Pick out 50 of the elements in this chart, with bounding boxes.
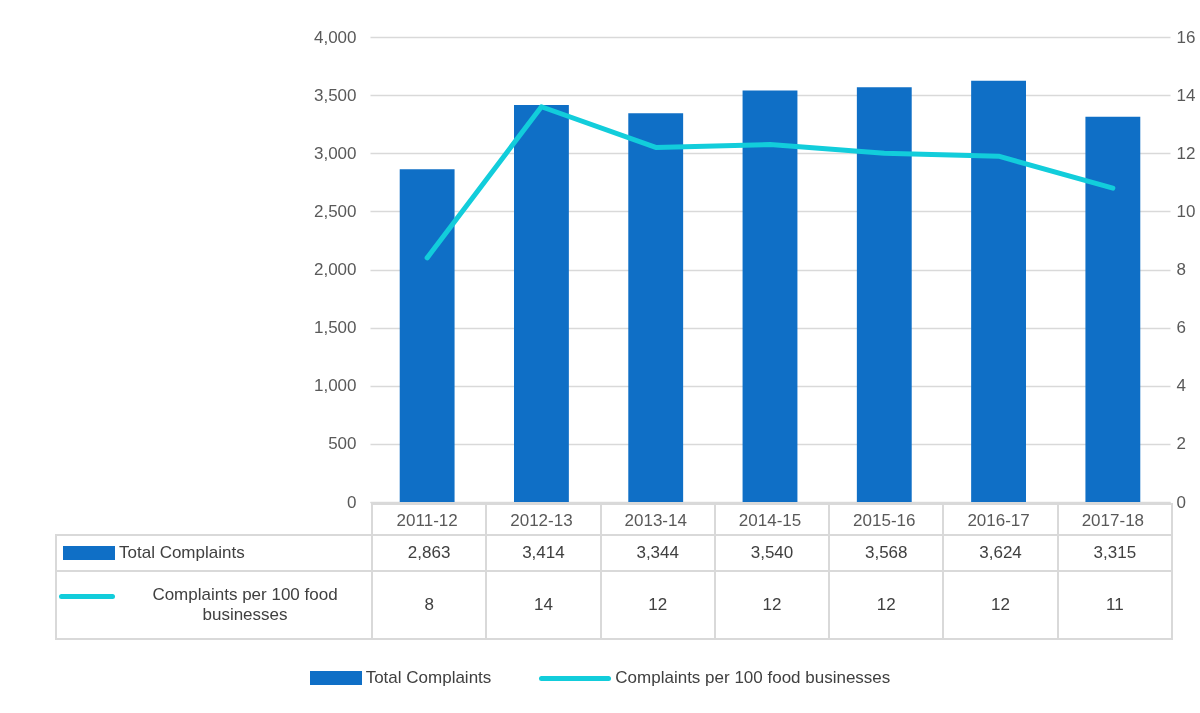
x-tick-label: 2013-14: [624, 510, 687, 530]
y2-tick-label: 0: [1176, 492, 1186, 512]
data-label: 8: [372, 571, 487, 639]
x-tick-label: 2014-15: [738, 510, 802, 530]
y-tick-label: 2,500: [313, 201, 357, 221]
bar: [742, 90, 798, 502]
data-label: 12: [714, 571, 830, 639]
y-tick-label: 1,000: [313, 376, 357, 396]
y-tick-label: 1,500: [313, 318, 357, 338]
text: Complaints per 100 food businesses: [615, 668, 891, 687]
data-label: 3,624: [943, 535, 1058, 571]
legend-label: Total Complaints: [119, 543, 245, 563]
data-label: 14: [486, 571, 601, 639]
y-tick-label: 2,000: [313, 260, 357, 279]
data-label: 12: [943, 571, 1058, 639]
y-tick-label: 0: [347, 492, 357, 512]
y2-tick-label: 10: [1176, 201, 1196, 221]
data-label: 12: [600, 571, 715, 639]
data-label: 3,414: [486, 535, 601, 571]
bar: [628, 113, 684, 502]
y-tick-label: 3,000: [313, 143, 357, 163]
bar: [1085, 116, 1141, 502]
data-label: 3,344: [600, 535, 715, 571]
data-label: 3,540: [714, 535, 830, 571]
y2-tick-label: 6: [1176, 318, 1186, 338]
y2-tick-label: 4: [1176, 376, 1186, 396]
data-label: 3,568: [829, 535, 944, 571]
bar: [399, 169, 455, 502]
x-tick-label: 2016-17: [967, 510, 1030, 530]
y2-tick-label: 12: [1176, 143, 1196, 163]
x-tick-label: 2015-16: [853, 510, 916, 530]
x-tick-label: 2012-13: [510, 510, 573, 530]
data-label: 12: [829, 571, 944, 639]
x-tick-label: 2017-18: [1081, 510, 1145, 530]
y2-tick-label: 8: [1176, 260, 1186, 279]
y-tick-label: 3,500: [313, 85, 357, 105]
legend-label: Complaints per 100 food businesses: [151, 585, 339, 625]
y-tick-label: 4,000: [313, 27, 357, 47]
bar: [971, 80, 1026, 502]
y-tick-label: 500: [328, 434, 357, 454]
y2-tick-label: 2: [1176, 434, 1186, 454]
x-tick-label: 2011-12: [396, 510, 458, 530]
text: Total Complaints: [365, 668, 492, 687]
y2-tick-label: 16: [1176, 27, 1196, 47]
y2-tick-label: 14: [1176, 85, 1196, 105]
data-label: 3,315: [1057, 535, 1172, 571]
data-label: 2,863: [372, 535, 487, 571]
bar: [514, 105, 569, 502]
bar: [856, 87, 912, 502]
data-label: 11: [1057, 571, 1172, 639]
